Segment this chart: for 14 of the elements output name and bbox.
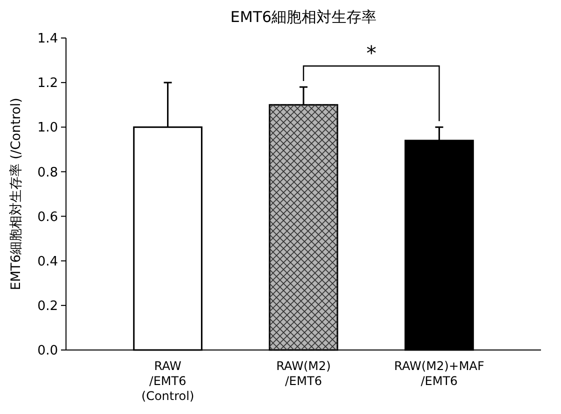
x-tick-label: RAW(M2)+MAF /EMT6: [394, 359, 484, 388]
y-tick-label: 0.0: [37, 344, 58, 359]
y-tick-label: 0.4: [37, 254, 58, 270]
y-tick-label: 0.8: [37, 165, 58, 180]
x-tick-label: RAW(M2) /EMT6: [276, 359, 331, 388]
y-tick-label: 1.0: [37, 120, 58, 136]
annotation: *: [366, 41, 376, 65]
y-tick-label: 0.2: [37, 298, 58, 314]
y-tick-label: 1.4: [37, 32, 58, 47]
y-tick-label: 0.6: [37, 210, 58, 225]
chart-title: EMT6細胞相対生存率: [230, 8, 377, 26]
x-tick-label: RAW /EMT6 (Control): [141, 359, 194, 403]
y-axis-title: EMT6細胞相対生存率 (/Control): [8, 98, 24, 290]
y-tick-label: 1.2: [37, 76, 58, 92]
